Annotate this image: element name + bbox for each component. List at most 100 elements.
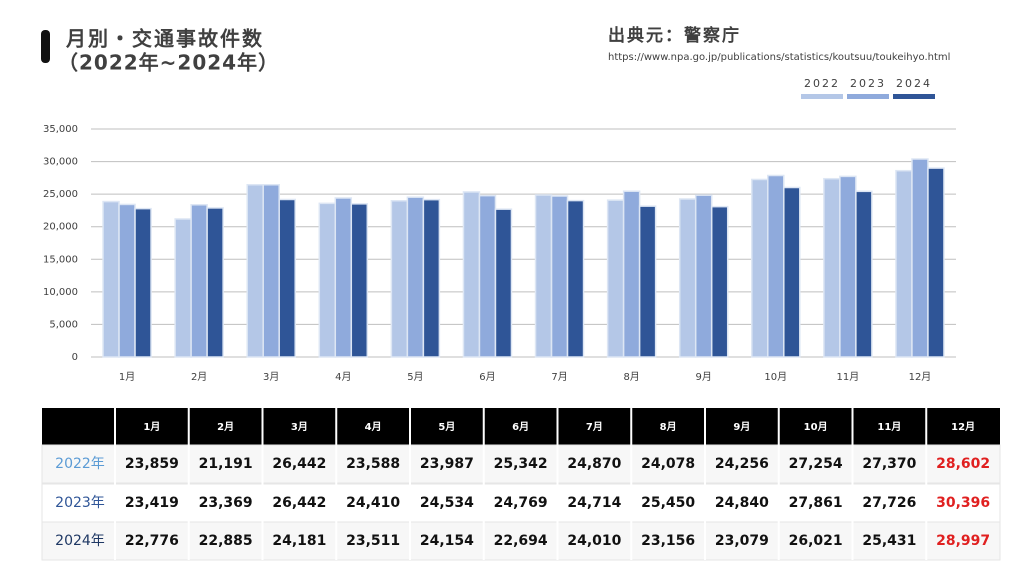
y-tick-label: 30,000 xyxy=(43,157,78,168)
legend-label: 2024 xyxy=(896,77,932,90)
bar xyxy=(462,191,481,358)
y-tick-label: 20,000 xyxy=(43,222,78,233)
source-url: https://www.npa.go.jp/publications/stati… xyxy=(608,52,950,63)
x-tick-label: 4月 xyxy=(335,371,351,383)
bar xyxy=(767,174,785,358)
table-cell: 22,694 xyxy=(494,533,548,549)
table-cell: 24,078 xyxy=(641,456,695,472)
x-tick-label: 7月 xyxy=(551,371,567,383)
bar xyxy=(710,205,729,358)
column-header: 2月 xyxy=(217,421,234,433)
table-cell: 24,154 xyxy=(420,533,474,549)
table-cell: 26,442 xyxy=(272,456,326,472)
bar xyxy=(190,204,208,358)
column-header: 9月 xyxy=(733,421,750,433)
column-header: 5月 xyxy=(438,421,455,433)
table-cell: 28,997 xyxy=(936,533,990,549)
bar xyxy=(478,194,497,358)
column-header: 4月 xyxy=(365,421,382,433)
legend-swatch xyxy=(893,94,935,99)
table-cell: 26,442 xyxy=(272,495,326,511)
column-header: 12月 xyxy=(951,421,975,433)
table-cell: 23,987 xyxy=(420,456,474,472)
row-label: 2022年 xyxy=(55,456,105,472)
column-header: 1月 xyxy=(143,421,160,433)
table-cell: 25,342 xyxy=(494,456,548,472)
table-cell: 23,369 xyxy=(199,495,253,511)
table-cell: 24,410 xyxy=(346,495,400,511)
y-tick-label: 0 xyxy=(72,352,78,363)
table-cell: 26,021 xyxy=(789,533,843,549)
table-cell: 28,602 xyxy=(936,456,990,472)
bar xyxy=(839,175,857,358)
table-cell: 23,511 xyxy=(346,533,400,549)
bar xyxy=(278,198,296,358)
table-cell: 27,254 xyxy=(789,456,843,472)
y-tick-label: 10,000 xyxy=(43,287,78,298)
bar xyxy=(678,198,697,358)
bar xyxy=(334,197,353,358)
source: 出典元：警察庁 xyxy=(608,25,741,46)
bar xyxy=(174,218,192,358)
legend-swatch xyxy=(847,94,889,99)
bar xyxy=(783,186,801,358)
table-cell: 27,861 xyxy=(789,495,843,511)
table-cell: 23,156 xyxy=(641,533,695,549)
row-label: 2023年 xyxy=(55,495,105,511)
bar xyxy=(318,202,337,358)
column-header: 10月 xyxy=(804,421,828,433)
x-tick-label: 3月 xyxy=(263,371,279,383)
table-cell: 24,181 xyxy=(272,533,326,549)
x-tick-label: 12月 xyxy=(909,371,932,383)
bar xyxy=(206,207,224,358)
bar xyxy=(855,190,873,358)
table-cell: 25,431 xyxy=(862,533,916,549)
bar xyxy=(550,195,569,358)
bar xyxy=(422,198,441,358)
column-header: 3月 xyxy=(291,421,308,433)
table-cell: 24,840 xyxy=(715,495,769,511)
chart: 0 5,000 10,000 15,000 20,000 25,000 30,000 35,0… xyxy=(43,77,956,383)
bar xyxy=(911,158,929,358)
table-cell: 27,370 xyxy=(862,456,916,472)
table-cell: 24,870 xyxy=(567,456,621,472)
column-header: 7月 xyxy=(586,421,603,433)
legend-swatch xyxy=(801,94,843,99)
table-cell: 23,588 xyxy=(346,456,400,472)
table-cell: 22,885 xyxy=(199,533,253,549)
title-marker xyxy=(41,30,50,63)
legend-label: 2022 xyxy=(804,77,840,90)
y-tick-label: 25,000 xyxy=(43,189,78,200)
table-row xyxy=(41,521,1001,561)
column-header: 8月 xyxy=(660,421,677,433)
bar xyxy=(534,194,553,358)
bar xyxy=(262,183,280,358)
x-tick-label: 2月 xyxy=(191,371,207,383)
table-cell: 23,859 xyxy=(125,456,179,472)
table-cell: 24,010 xyxy=(567,533,621,549)
x-tick-label: 5月 xyxy=(407,371,423,383)
bar xyxy=(566,199,585,358)
bar xyxy=(350,203,369,358)
x-tick-label: 6月 xyxy=(479,371,495,383)
bar xyxy=(694,194,713,358)
x-tick-label: 10月 xyxy=(764,371,787,383)
bar xyxy=(102,200,120,358)
bar xyxy=(390,199,409,358)
bar xyxy=(134,207,152,358)
x-tick-label: 9月 xyxy=(696,371,712,383)
bar xyxy=(927,167,945,358)
bar xyxy=(638,205,657,358)
y-tick-label: 35,000 xyxy=(43,124,78,135)
bar xyxy=(751,178,769,358)
table-cell: 22,776 xyxy=(125,533,179,549)
y-tick-label: 5,000 xyxy=(49,319,78,330)
subtitle: （2022年~2024年） xyxy=(58,51,279,75)
table-cell: 30,396 xyxy=(936,495,990,511)
legend-label: 2023 xyxy=(850,77,886,90)
table-cell: 24,256 xyxy=(715,456,769,472)
table-cell: 23,419 xyxy=(125,495,179,511)
table: 1月 2月 3月 4月 5月 6月 7月 8月 9月 10月 11月 12月 2022年 23,859 21… xyxy=(41,408,1001,561)
table-header xyxy=(42,408,1000,445)
